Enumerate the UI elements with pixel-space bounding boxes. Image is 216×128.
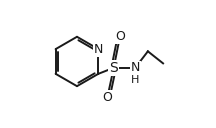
Text: H: H <box>131 75 139 85</box>
Text: S: S <box>109 61 118 75</box>
Text: O: O <box>115 30 125 43</box>
Text: O: O <box>102 91 112 104</box>
Text: N: N <box>130 61 140 74</box>
Text: N: N <box>94 43 103 56</box>
